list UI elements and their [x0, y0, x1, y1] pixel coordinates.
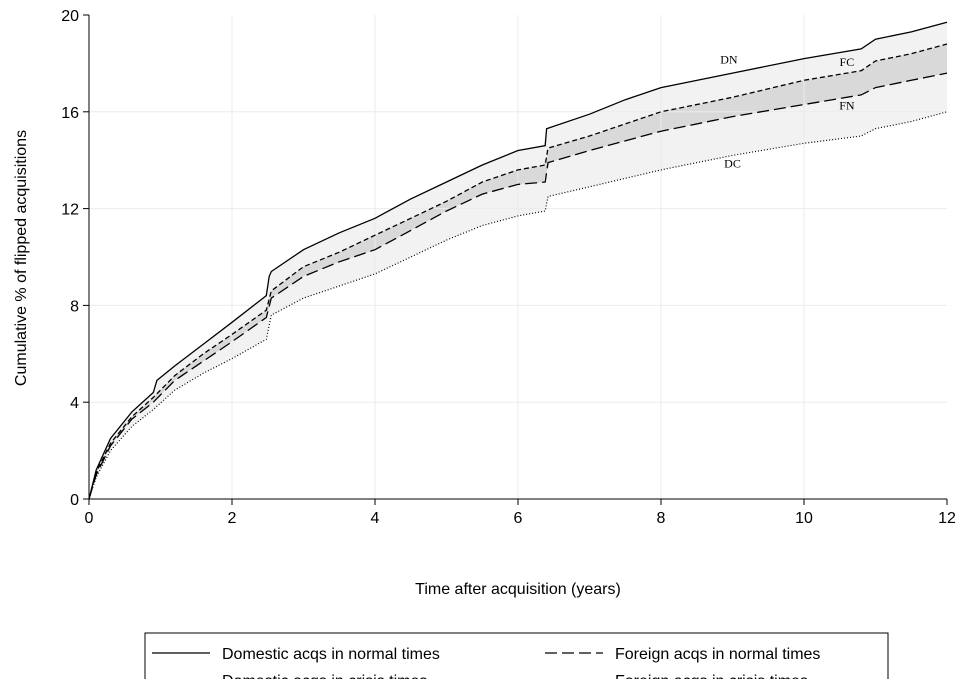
band-layer [89, 22, 947, 500]
legend: Domestic acqs in normal times Foreign acq… [144, 632, 889, 679]
curve-label-dn: DN [720, 52, 738, 66]
x-tick-label: 10 [795, 510, 813, 527]
y-tick-label: 4 [70, 395, 79, 412]
curve-labels: DN FC FN DC [720, 52, 855, 170]
domestic-band [89, 22, 947, 500]
curve-label-dc: DC [724, 156, 741, 170]
x-tick-label: 0 [85, 510, 94, 527]
x-tick-label: 2 [228, 510, 237, 527]
y-tick-label: 16 [61, 105, 79, 122]
legend-box [144, 632, 889, 679]
foreign-band [89, 44, 947, 499]
x-tick-label: 6 [514, 510, 523, 527]
x-tick-label: 8 [657, 510, 666, 527]
y-tick-label: 12 [61, 202, 79, 219]
legend-label: Foreign acqs in normal times [615, 646, 820, 663]
axes: 0 2 4 6 8 10 12 0 4 8 12 16 20 [61, 8, 956, 527]
y-tick-label: 8 [70, 298, 79, 315]
x-tick-label: 4 [371, 510, 380, 527]
legend-label: Domestic acqs in crisis times [222, 673, 427, 679]
legend-label: Foreign acqs in crisis times [615, 673, 808, 679]
y-tick-label: 0 [70, 492, 79, 509]
legend-label: Domestic acqs in normal times [222, 646, 440, 663]
curve-label-fn: FN [839, 98, 855, 112]
y-axis-title: Cumulative % of flipped acquisitions [13, 130, 30, 386]
x-axis-title: Time after acquisition (years) [415, 581, 621, 598]
series-line-fc [88, 43, 948, 500]
x-tick-label: 12 [938, 510, 956, 527]
y-tick-label: 20 [61, 8, 79, 25]
series-line-dn [88, 21, 948, 500]
series-line-fn [88, 72, 948, 500]
gridlines [89, 15, 947, 499]
curve-label-fc: FC [840, 55, 855, 69]
series-layer [88, 21, 948, 500]
